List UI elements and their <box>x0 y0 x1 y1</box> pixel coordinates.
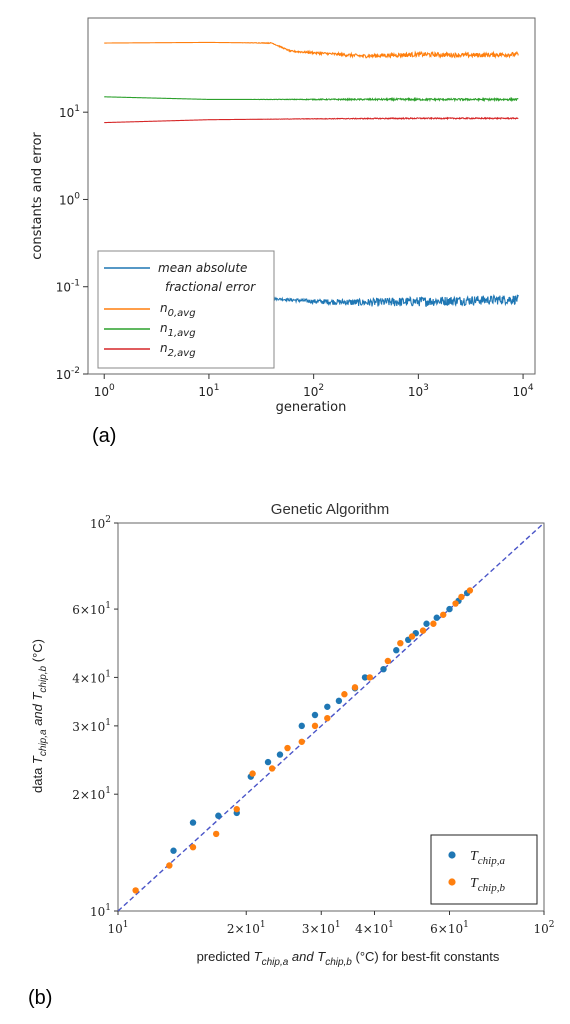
chart-b-ytick-label: 3×101 <box>72 718 111 734</box>
chart-b-xtick-label: 102 <box>533 920 554 936</box>
point-tchip-a <box>311 711 319 719</box>
chart-a: 100 101 102 103 104 10-2 10-1 100 101 generatio… <box>30 17 536 415</box>
point-tchip-b <box>430 620 437 627</box>
chart-a-xtick-label: 102 <box>303 383 324 399</box>
point-tchip-b <box>452 600 459 607</box>
chart-a-series-line-2 <box>104 96 519 103</box>
chart-a-ytick-label: 10-2 <box>56 366 80 382</box>
chart-b-xlabel: predicted Tchip,a and Tchip,b (°C) for b… <box>197 949 500 968</box>
chart-b: Genetic Algorithm 101 2×101 3×101 4×101 6×10… <box>30 501 555 968</box>
point-tchip-b <box>440 611 447 618</box>
chart-b-title: Genetic Algorithm <box>271 501 389 518</box>
point-tchip-b <box>384 657 392 665</box>
chart-b-xtick-label: 6×101 <box>430 920 469 936</box>
chart-a-ytick-label: 100 <box>59 191 80 207</box>
chart-a-series-line-1 <box>104 41 519 60</box>
point-tchip-a <box>380 665 387 673</box>
chart-a-xtick-label: 104 <box>513 383 534 399</box>
panel-a-label: (a) <box>92 425 116 447</box>
point-tchip-a <box>264 758 272 766</box>
chart-b-ytick-label: 101 <box>90 903 111 919</box>
point-tchip-b <box>341 691 348 698</box>
point-tchip-b <box>397 640 404 647</box>
chart-b-xtick-label: 4×101 <box>355 920 394 936</box>
point-tchip-a <box>361 674 369 681</box>
point-tchip-a <box>215 812 222 819</box>
point-tchip-a <box>324 703 331 710</box>
point-tchip-b <box>458 593 465 601</box>
chart-b-xtick-label: 3×101 <box>302 920 341 936</box>
point-tchip-b <box>212 830 220 838</box>
point-tchip-a <box>446 605 453 613</box>
point-tchip-b <box>233 805 240 813</box>
point-tchip-a <box>276 751 284 758</box>
point-tchip-b <box>408 633 416 640</box>
chart-b-legend-box <box>430 834 538 905</box>
chart-b-xtick-label: 2×101 <box>227 920 266 936</box>
chart-a-ylabel: constants and error <box>30 132 45 260</box>
point-tchip-b <box>298 738 305 745</box>
chart-a-xtick-label: 100 <box>94 383 115 399</box>
point-tchip-b <box>132 887 139 894</box>
legend-b-swatch-a <box>448 851 456 859</box>
chart-b-identity-line <box>117 522 545 912</box>
chart-b-legend: Tchip,a Tchip,b <box>430 834 538 905</box>
point-tchip-a <box>433 614 440 621</box>
chart-a-ytick-label: 101 <box>59 104 80 120</box>
point-tchip-b <box>366 674 373 681</box>
point-tchip-a <box>298 722 305 730</box>
chart-a-xtick-label: 101 <box>198 383 219 399</box>
chart-b-yticks: 101 2×101 3×101 4×101 6×101 102 <box>72 515 118 919</box>
chart-b-ytick-label: 2×101 <box>72 786 111 802</box>
point-tchip-b <box>351 684 359 691</box>
point-tchip-b <box>268 765 276 772</box>
chart-b-points <box>132 587 474 894</box>
chart-b-xticks: 101 2×101 3×101 4×101 6×101 102 <box>107 911 555 936</box>
legend-a-error-line1: mean absolute <box>158 261 247 275</box>
point-tchip-b <box>324 714 331 722</box>
chart-b-ytick-label: 4×101 <box>72 669 111 685</box>
point-tchip-b <box>311 722 319 730</box>
point-tchip-b <box>284 744 291 752</box>
point-tchip-a <box>189 819 197 826</box>
chart-a-ytick-label: 10-1 <box>56 279 80 295</box>
chart-a-series-line-3 <box>104 116 519 124</box>
point-tchip-a <box>335 697 343 705</box>
point-tchip-a <box>423 620 430 627</box>
point-tchip-a <box>393 647 400 654</box>
point-tchip-a <box>170 847 177 854</box>
legend-b-swatch-b <box>448 878 456 886</box>
point-tchip-b <box>419 627 427 634</box>
point-tchip-b <box>166 862 173 869</box>
chart-b-ytick-label: 102 <box>90 515 111 531</box>
chart-a-legend: mean absolute fractional error n0,avg n1… <box>97 250 275 369</box>
chart-a-xticks: 100 101 102 103 104 <box>94 374 534 399</box>
chart-a-xtick-label: 103 <box>408 383 429 399</box>
legend-a-error-line2: fractional error <box>165 280 256 294</box>
point-tchip-b <box>189 844 197 851</box>
panel-b-label: (b) <box>28 987 52 1009</box>
chart-b-ylabel: data Tchip,a and Tchip,b (°C) <box>30 639 49 793</box>
point-tchip-b <box>249 770 256 777</box>
chart-a-xlabel: generation <box>276 400 347 415</box>
point-tchip-b <box>466 587 474 594</box>
chart-b-xtick-label: 101 <box>107 920 128 936</box>
chart-b-ytick-label: 6×101 <box>72 601 111 617</box>
chart-a-yticks: 10-2 10-1 100 101 <box>56 104 88 382</box>
